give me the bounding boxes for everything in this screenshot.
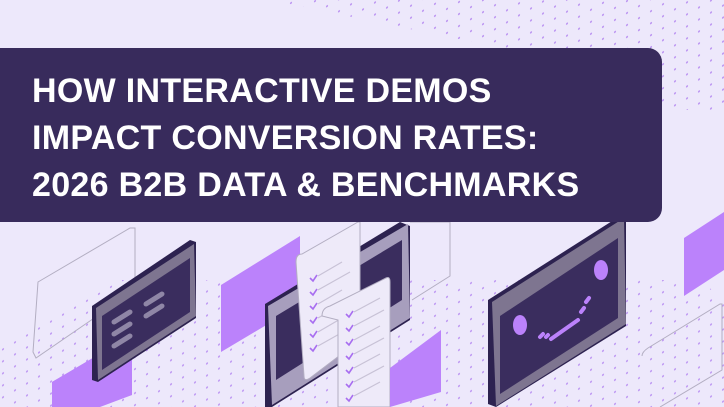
wireframe-card-right xyxy=(641,303,723,407)
purple-panel-center-right xyxy=(390,330,441,407)
checklist-documents-icon xyxy=(295,221,391,407)
title-banner: HOW INTERACTIVE DEMOS IMPACT CONVERSION … xyxy=(0,48,662,222)
title-line-1: HOW INTERACTIVE DEMOS xyxy=(32,72,492,110)
purple-panel-mid-left xyxy=(221,236,300,352)
page-title: HOW INTERACTIVE DEMOS IMPACT CONVERSION … xyxy=(32,68,579,209)
smiley-screen-icon xyxy=(488,216,626,407)
title-line-2: IMPACT CONVERSION RATES: xyxy=(32,119,539,157)
title-line-3: 2026 B2B DATA & BENCHMARKS xyxy=(32,166,580,204)
purple-panel-right xyxy=(684,212,724,296)
text-lines-screen-icon xyxy=(92,240,196,382)
